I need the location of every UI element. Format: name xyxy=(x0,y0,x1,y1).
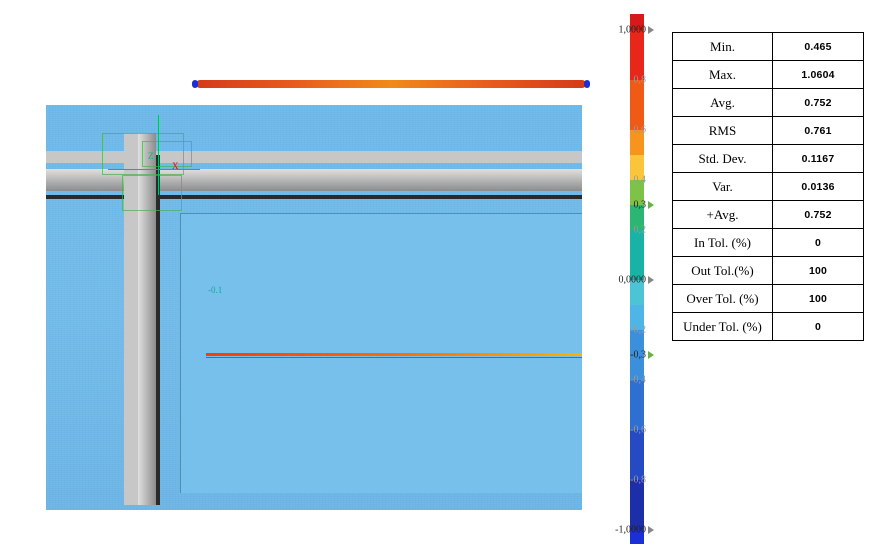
stat-label: In Tol. (%) xyxy=(673,229,773,257)
scale-tick: -0,3 xyxy=(606,350,646,361)
scale-tick: -0,6 xyxy=(606,425,646,436)
table-row: In Tol. (%)0 xyxy=(673,229,864,257)
scale-tick: 0,4 xyxy=(606,175,646,186)
color-segment xyxy=(630,30,644,80)
scale-caret xyxy=(648,26,654,34)
stat-value: 0 xyxy=(773,229,864,257)
table-row: Max.1.0604 xyxy=(673,61,864,89)
top-weld-cap-right xyxy=(584,80,590,88)
scale-tick: 0,2 xyxy=(606,225,646,236)
stat-value: 0.761 xyxy=(773,117,864,145)
axis-vertical xyxy=(158,115,159,195)
scale-tick: -1,0000 xyxy=(606,525,646,536)
stat-value: 100 xyxy=(773,285,864,313)
table-row: Min.0.465 xyxy=(673,33,864,61)
scale-tick: 1,0000 xyxy=(606,25,646,36)
selection-box-3[interactable] xyxy=(122,175,182,211)
scale-tick: 0,6 xyxy=(606,125,646,136)
stat-label: Var. xyxy=(673,173,773,201)
deviation-underline xyxy=(206,357,582,358)
stat-value: 0.752 xyxy=(773,89,864,117)
color-segment xyxy=(630,380,644,430)
stat-value: 1.0604 xyxy=(773,61,864,89)
color-segment xyxy=(630,80,644,130)
scan-viewport[interactable]: X Z -0.1 xyxy=(46,105,582,510)
stat-label: +Avg. xyxy=(673,201,773,229)
stat-label: RMS xyxy=(673,117,773,145)
table-row: RMS0.761 xyxy=(673,117,864,145)
stat-label: Avg. xyxy=(673,89,773,117)
axis-x-label: X xyxy=(172,161,179,171)
top-weld-bar xyxy=(196,80,586,88)
color-segment xyxy=(630,480,644,530)
table-row: Under Tol. (%)0 xyxy=(673,313,864,341)
scale-tick: -0,2 xyxy=(606,325,646,336)
color-segment xyxy=(630,430,644,480)
scale-tick: 0,8 xyxy=(606,75,646,86)
scale-caret xyxy=(648,526,654,534)
deviation-line xyxy=(206,353,582,356)
stat-value: 100 xyxy=(773,257,864,285)
stat-label: Std. Dev. xyxy=(673,145,773,173)
scale-tick: 0,3 xyxy=(606,200,646,211)
stat-label: Max. xyxy=(673,61,773,89)
stat-value: 0.0136 xyxy=(773,173,864,201)
stat-label: Min. xyxy=(673,33,773,61)
top-weld-cap-left xyxy=(192,80,198,88)
table-row: Avg.0.752 xyxy=(673,89,864,117)
scale-tick: -0,4 xyxy=(606,375,646,386)
axis-horizontal xyxy=(108,169,200,170)
stat-value: 0 xyxy=(773,313,864,341)
stat-label: Over Tol. (%) xyxy=(673,285,773,313)
scale-caret xyxy=(648,201,654,209)
stat-label: Out Tol.(%) xyxy=(673,257,773,285)
axis-z-label: Z xyxy=(148,151,154,161)
scale-caret xyxy=(648,276,654,284)
table-row: +Avg.0.752 xyxy=(673,201,864,229)
stat-label: Under Tol. (%) xyxy=(673,313,773,341)
scale-tick: -0,8 xyxy=(606,475,646,486)
coord-readout: -0.1 xyxy=(208,285,222,295)
stats-table: Min.0.465Max.1.0604Avg.0.752RMS0.761Std.… xyxy=(672,32,864,341)
scale-tick: 0,0000 xyxy=(606,275,646,286)
stat-value: 0.752 xyxy=(773,201,864,229)
table-row: Var.0.0136 xyxy=(673,173,864,201)
table-row: Std. Dev.0.1167 xyxy=(673,145,864,173)
table-row: Out Tol.(%)100 xyxy=(673,257,864,285)
scale-caret xyxy=(648,351,654,359)
stat-value: 0.465 xyxy=(773,33,864,61)
stat-value: 0.1167 xyxy=(773,145,864,173)
table-row: Over Tol. (%)100 xyxy=(673,285,864,313)
